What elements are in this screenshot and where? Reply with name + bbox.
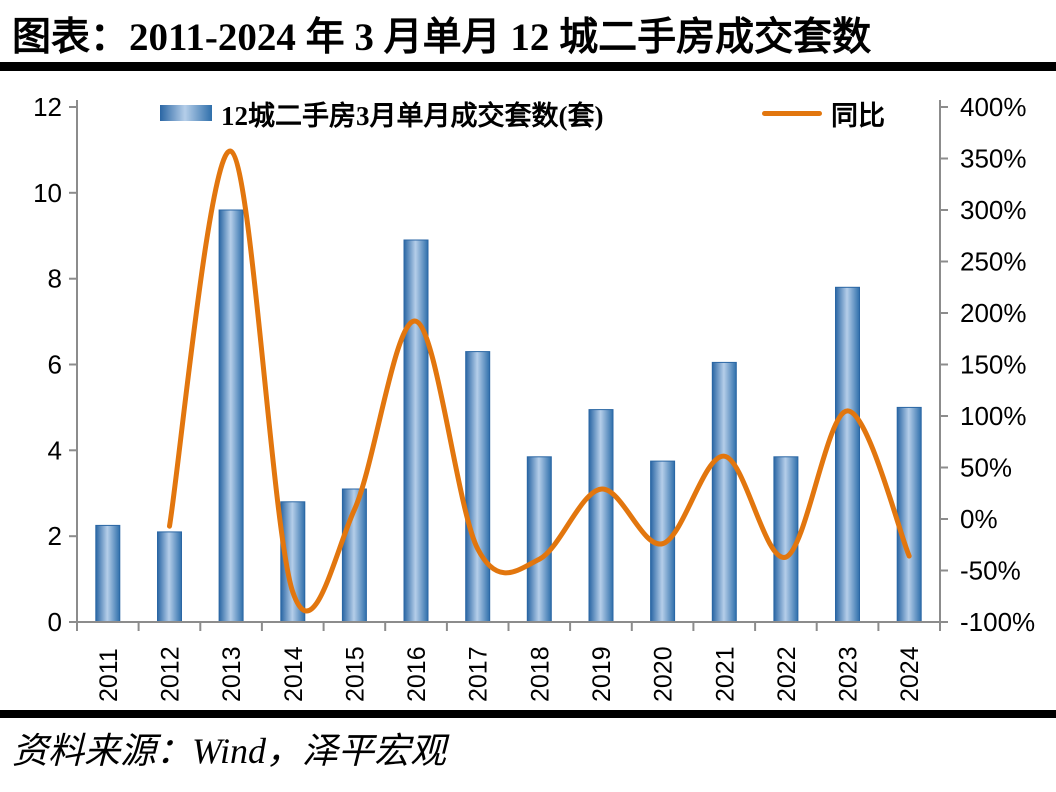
legend-item-line: 同比 <box>762 96 885 131</box>
yoy-line <box>167 148 912 614</box>
x-axis-year-label: 2012 <box>157 646 185 702</box>
right-axis-tick-label: 300% <box>960 195 1027 225</box>
right-axis-tick-label: 0% <box>960 504 998 534</box>
bar-2016 <box>403 239 429 623</box>
source-text: 资料来源：Wind，泽平宏观 <box>12 731 447 771</box>
left-axis-tick-label: 2 <box>48 521 62 551</box>
legend-bars-label: 12城二手房3月单月成交套数(套) <box>221 100 604 131</box>
bar-2023 <box>835 286 860 623</box>
x-axis-year-label: 2019 <box>588 646 616 702</box>
left-axis-tick-label: 10 <box>33 178 62 208</box>
x-axis-year-label: 2021 <box>711 646 739 702</box>
x-axis-year-label: 2011 <box>95 648 123 702</box>
x-axis-year-label: 2015 <box>341 646 369 702</box>
left-axis-tick-label: 12 <box>33 92 62 122</box>
bar-2012 <box>157 531 182 623</box>
right-axis-tick-label: 350% <box>960 144 1027 174</box>
bar-2024 <box>896 406 922 623</box>
x-axis-year-label: 2023 <box>835 646 863 702</box>
right-axis-tick-label: 50% <box>960 453 1012 483</box>
right-axis-tick-label: -50% <box>960 556 1021 586</box>
bar-2011 <box>95 524 121 623</box>
x-axis-year-label: 2022 <box>773 646 801 702</box>
bar-2018 <box>526 456 552 623</box>
legend-item-bars: 12城二手房3月单月成交套数(套) <box>160 96 604 131</box>
bar-2021 <box>711 361 737 623</box>
left-axis-tick-label: 8 <box>48 264 62 294</box>
legend-line-label: 同比 <box>831 100 885 131</box>
bar-2022 <box>773 456 799 623</box>
chart-title: 图表：2011-2024 年 3 月单月 12 城二手房成交套数 <box>12 16 872 59</box>
source-rule <box>0 710 1056 718</box>
right-axis-tick-label: 250% <box>960 247 1027 277</box>
left-axis-tick-label: 6 <box>48 350 62 380</box>
x-axis-year-label: 2013 <box>218 646 246 702</box>
right-axis-tick-label: 400% <box>960 92 1027 122</box>
bar-2019 <box>588 409 614 623</box>
x-axis-year-label: 2017 <box>465 646 493 702</box>
bar-2017 <box>465 351 491 623</box>
right-axis-tick-label: 150% <box>960 350 1027 380</box>
left-axis-tick-label: 0 <box>48 607 62 637</box>
x-axis-year-label: 2018 <box>526 646 554 702</box>
line-series-swatch-icon <box>762 110 822 116</box>
left-axis-tick-label: 4 <box>48 435 62 465</box>
x-axis-year-label: 2024 <box>896 646 924 702</box>
x-axis-year-label: 2014 <box>280 646 308 702</box>
right-axis-tick-label: 200% <box>960 298 1027 328</box>
x-axis-year-label: 2016 <box>403 646 431 702</box>
right-axis-tick-label: -100% <box>960 607 1035 637</box>
bar-2013 <box>218 209 244 623</box>
right-axis-tick-label: 100% <box>960 401 1027 431</box>
title-rule <box>0 62 1056 71</box>
legend: 12城二手房3月单月成交套数(套) 同比 <box>160 96 940 131</box>
bar-series-swatch-icon <box>160 105 212 121</box>
x-axis-year-label: 2020 <box>650 646 678 702</box>
